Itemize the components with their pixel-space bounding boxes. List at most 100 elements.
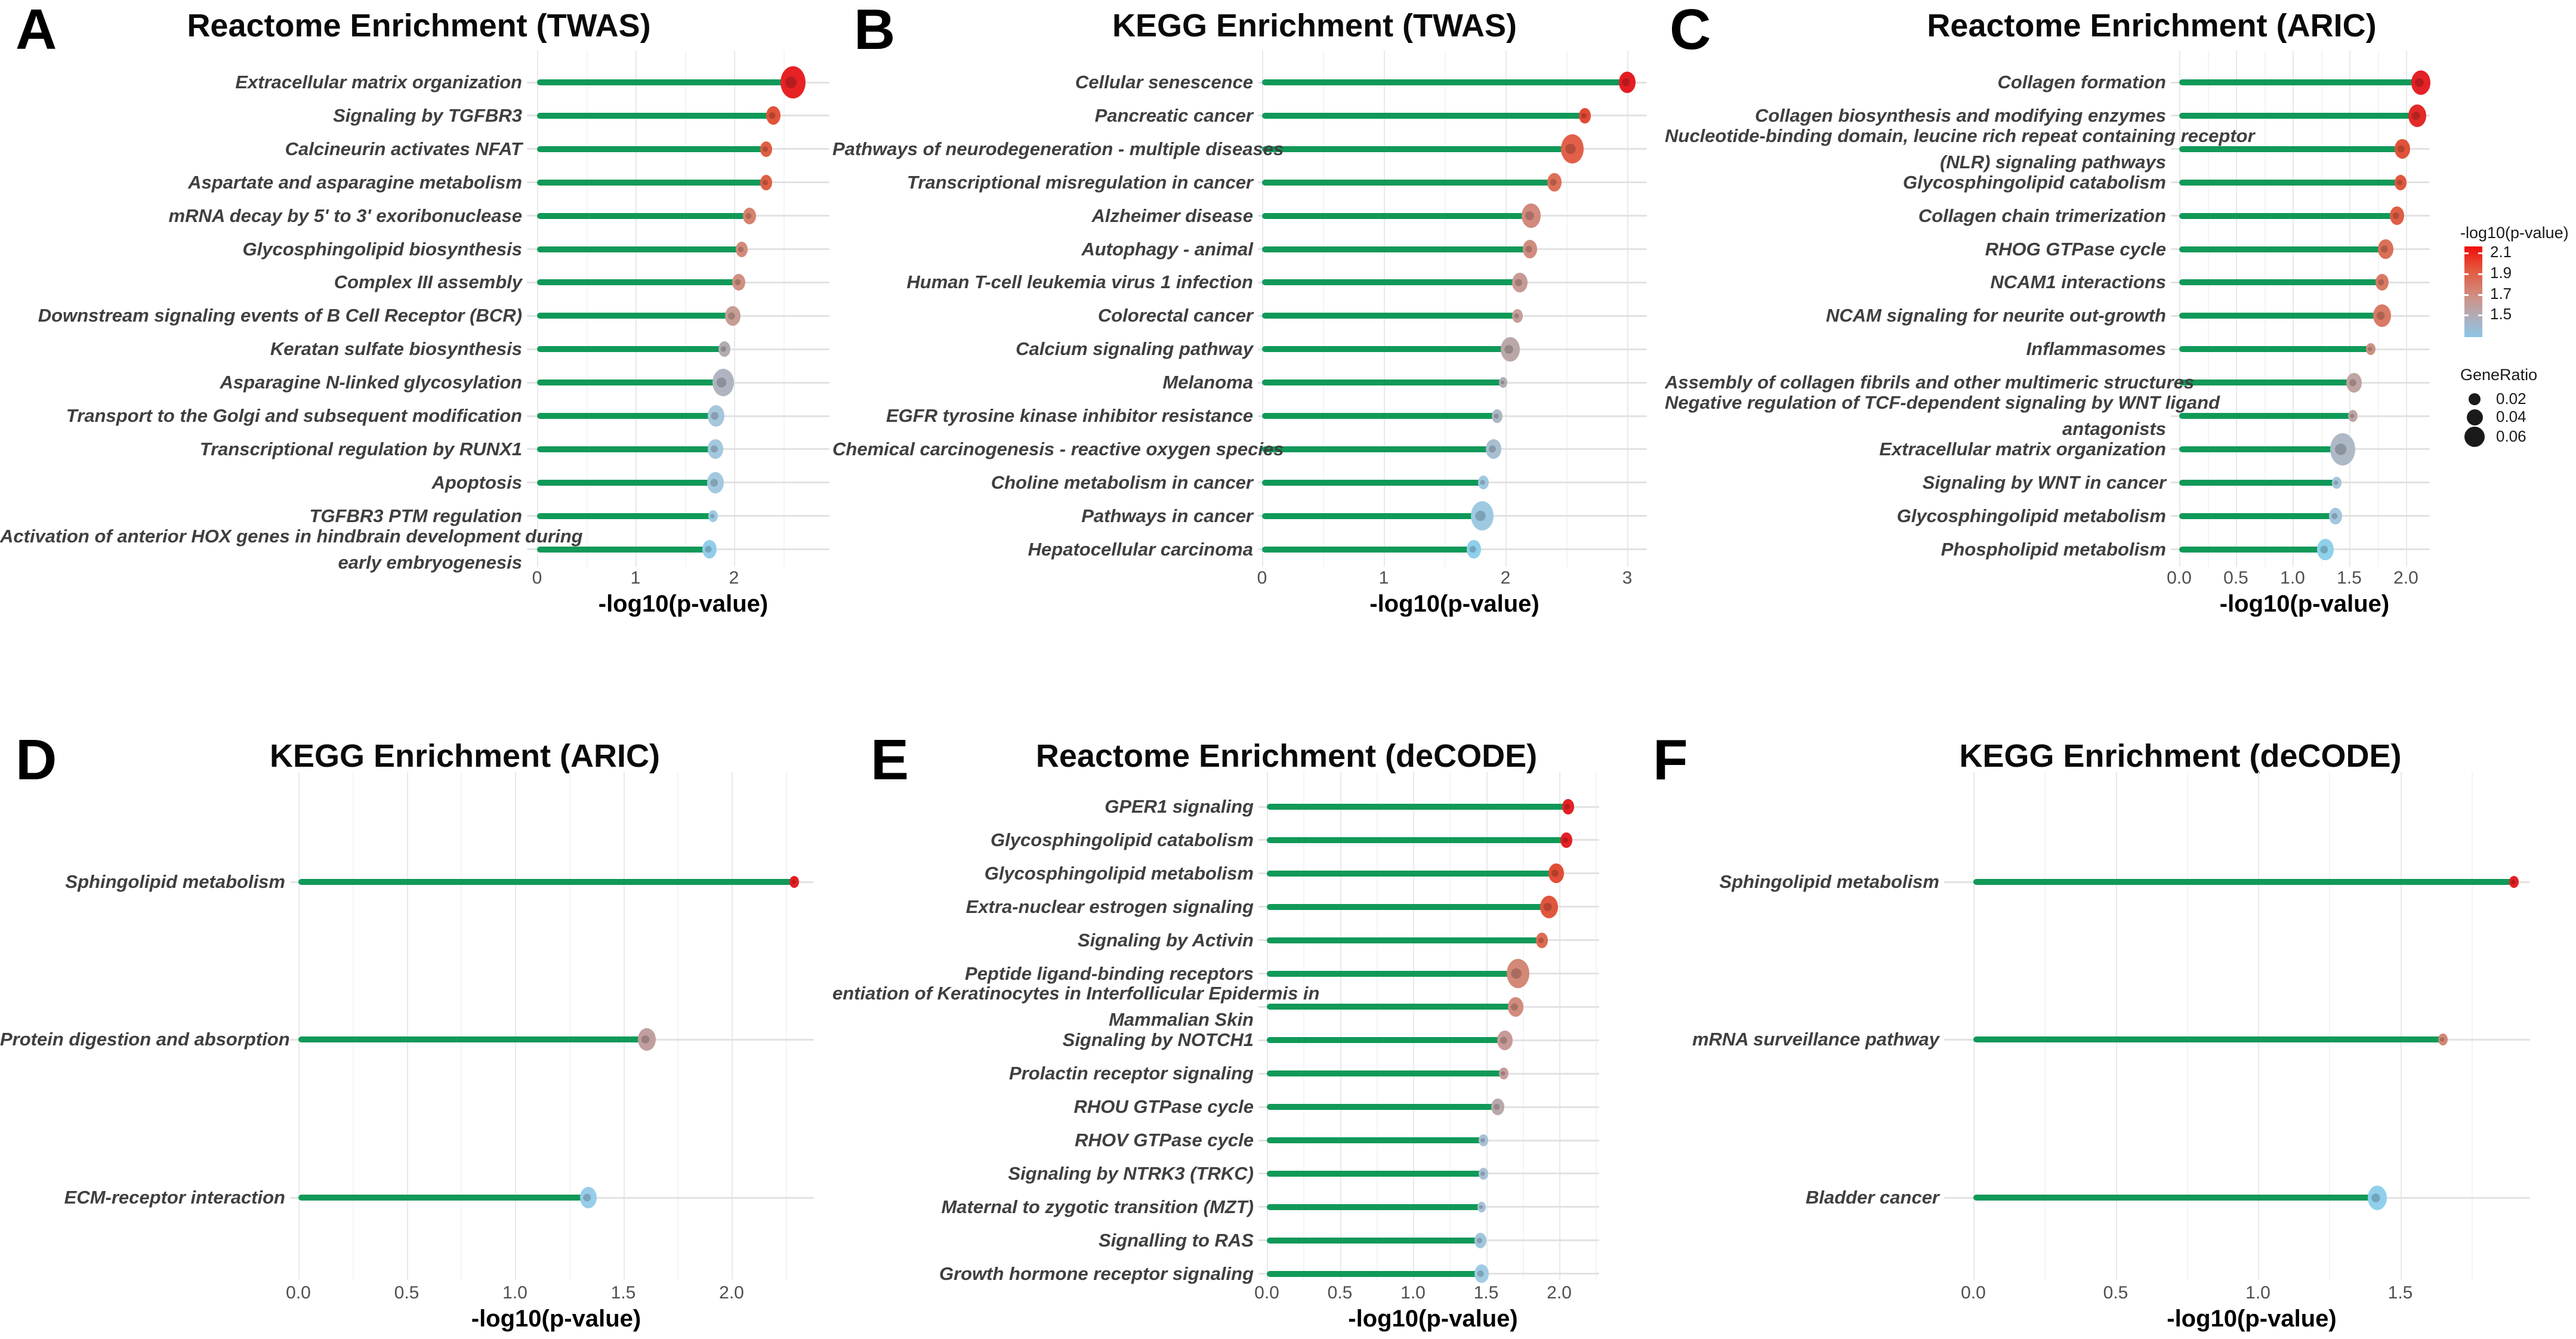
x-tick-label: 0.5: [394, 1283, 419, 1303]
x-tick-label: 1.5: [610, 1283, 636, 1303]
row-label: Keratan sulfate biosynthesis: [270, 338, 522, 360]
lollipop-dot: [1497, 1030, 1513, 1050]
row-label: Pathways in cancer: [1081, 505, 1253, 526]
lollipop-dot: [2329, 507, 2343, 525]
major-gridline: [2115, 772, 2117, 1280]
x-tick-label: 2: [1500, 568, 1511, 588]
lollipop-stem: [1973, 1036, 2444, 1042]
legend-gradient-tick: [2464, 314, 2469, 316]
lollipop-dot: [2411, 70, 2430, 95]
major-gridline: [1262, 51, 1263, 567]
row-label: Aspartate and asparagine metabolism: [188, 171, 522, 193]
lollipop-dot: [766, 106, 780, 125]
row-label: Glycosphingolipid metabolism: [1896, 505, 2166, 526]
legend-generatio-label: 0.06: [2496, 427, 2526, 445]
legend-generatio-dot: [2464, 427, 2485, 447]
panel-letter: E: [871, 728, 909, 792]
lollipop-dot: [2377, 239, 2393, 259]
panel-title: KEGG Enrichment (TWAS): [1112, 8, 1517, 44]
row-label: Autophagy - animal: [1081, 238, 1253, 260]
major-gridline: [1267, 772, 1268, 1280]
lollipop-stem: [1267, 1104, 1498, 1110]
lollipop-dot: [1547, 173, 1562, 192]
major-gridline: [1340, 772, 1341, 1280]
lollipop-dot: [1491, 409, 1503, 423]
major-gridline: [1506, 51, 1507, 567]
major-gridline: [515, 772, 516, 1280]
row-label: Extracellular matrix organization: [235, 72, 522, 92]
row-label: Alzheimer disease: [1091, 205, 1253, 226]
lollipop-stem: [1267, 870, 1557, 877]
x-tick-label: 1.0: [502, 1283, 527, 1303]
x-axis-title: -log10(p-value): [598, 591, 769, 617]
panel-title: Reactome Enrichment (deCODE): [1035, 738, 1538, 774]
x-tick-label: 3: [1622, 568, 1633, 588]
x-tick-label: 2.0: [1547, 1283, 1572, 1303]
minor-gridline: [352, 772, 354, 1280]
lollipop-stem: [537, 479, 715, 486]
x-tick-label: 0.5: [2223, 568, 2248, 588]
row-label: Choline metabolism in cancer: [991, 471, 1253, 493]
x-tick-label: 1.0: [2245, 1283, 2270, 1303]
lollipop-dot: [2317, 538, 2334, 560]
row-label: Colorectal cancer: [1097, 305, 1253, 326]
lollipop-dot: [708, 405, 725, 427]
panel-reactome-twas: A Reactome Enrichment (TWAS) 0 1 2 Extracel…: [0, 0, 832, 698]
lollipop-stem: [537, 79, 793, 85]
legend-gradient-tick-label: 1.7: [2490, 285, 2512, 303]
lollipop-dot: [760, 174, 773, 190]
x-tick-label: 0.0: [2167, 568, 2192, 588]
major-gridline: [2293, 51, 2294, 567]
legend-color-title: -log10(p-value): [2460, 224, 2569, 242]
major-gridline: [635, 51, 637, 567]
row-label: Melanoma: [1162, 372, 1253, 393]
legend-gradient-tick: [2464, 273, 2469, 275]
plot-area: 0.0 0.5 1.0 1.5 2.0 Sphingolipid metabolism Pr…: [0, 728, 832, 1339]
lollipop-stem: [298, 1195, 589, 1201]
lollipop-stem: [1262, 413, 1497, 419]
row-label: Glycosphingolipid catabolism: [991, 829, 1254, 850]
x-axis-title: -log10(p-value): [2219, 591, 2390, 617]
row-label: NCAM1 interactions: [1990, 271, 2166, 293]
lollipop-dot: [1498, 1068, 1508, 1080]
lollipop-dot: [1521, 203, 1541, 229]
row-label: Signaling by NTRK3 (TRKC): [1008, 1162, 1254, 1184]
lollipop-dot: [1512, 272, 1528, 292]
lollipop-dot: [580, 1187, 597, 1208]
lollipop-stem: [1262, 546, 1474, 553]
legend-gradient-tick-label: 1.9: [2490, 264, 2512, 282]
row-label: Nucleotide-binding domain, leucine rich …: [1665, 125, 2255, 172]
major-gridline: [2236, 51, 2237, 567]
panel-letter: A: [16, 0, 57, 61]
x-tick-label: 1.0: [1400, 1283, 1426, 1303]
lollipop-stem: [2179, 112, 2417, 119]
lollipop-dot: [638, 1028, 656, 1051]
row-label: EGFR tyrosine kinase inhibitor resistanc…: [886, 405, 1253, 426]
row-label: Glycosphingolipid catabolism: [1903, 171, 2166, 193]
major-gridline: [623, 772, 625, 1280]
lollipop-stem: [537, 279, 739, 286]
lollipop-stem: [1267, 837, 1567, 843]
lollipop-dot: [1478, 476, 1489, 490]
legend-gradient-tick: [2478, 252, 2482, 254]
row-label: Glycosphingolipid metabolism: [984, 862, 1254, 884]
minor-gridline: [1522, 772, 1524, 1280]
lollipop-dot: [1474, 1264, 1489, 1284]
minor-gridline: [684, 51, 686, 567]
lollipop-dot: [2394, 174, 2407, 190]
minor-gridline: [586, 51, 588, 567]
lollipop-stem: [537, 546, 709, 553]
lollipop-stem: [1262, 446, 1494, 452]
lollipop-dot: [708, 510, 718, 522]
lollipop-stem: [2179, 146, 2403, 152]
lollipop-dot: [760, 141, 773, 157]
lollipop-dot: [2395, 139, 2411, 159]
lollipop-stem: [1267, 804, 1568, 810]
lollipop-dot: [2509, 876, 2519, 888]
lollipop-dot: [2389, 206, 2404, 226]
major-gridline: [732, 772, 733, 1280]
lollipop-dot: [2346, 372, 2362, 393]
lollipop-dot: [1535, 932, 1548, 948]
row-label: Human T-cell leukemia virus 1 infection: [906, 271, 1253, 293]
lollipop-stem: [2179, 212, 2397, 219]
